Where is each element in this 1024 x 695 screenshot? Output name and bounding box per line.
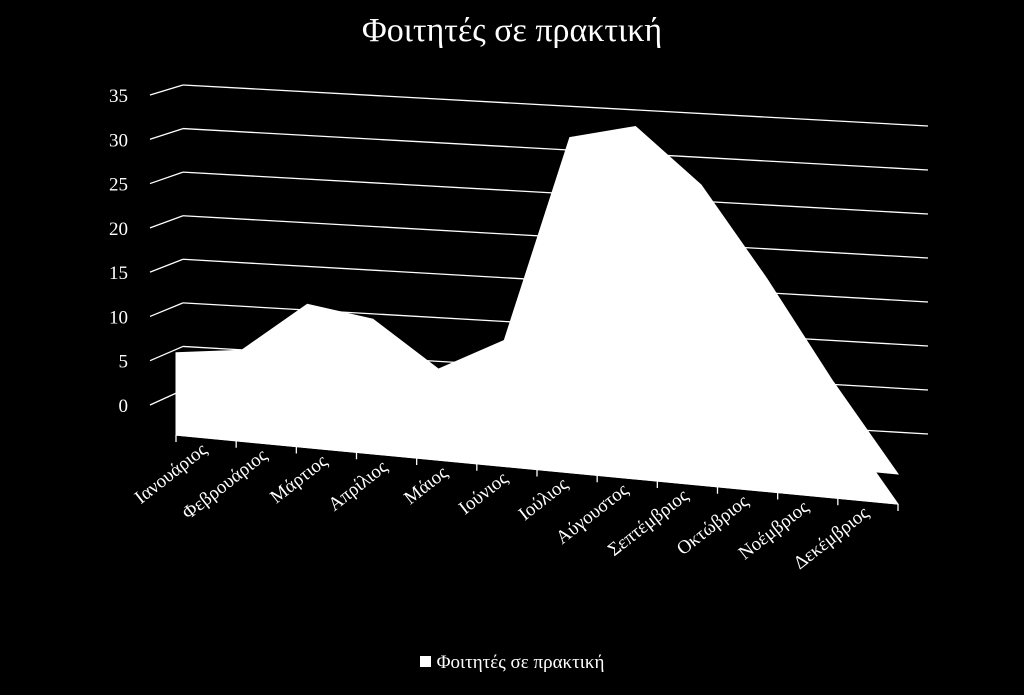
- x-tick-label: Ιούνιος: [455, 468, 512, 519]
- y-tick-label: 25: [109, 175, 128, 196]
- legend: Φοιτητές σε πρακτική: [0, 652, 1024, 674]
- x-tick-label: Μάιος: [400, 462, 452, 509]
- legend-label: Φοιτητές σε πρακτική: [436, 652, 605, 673]
- x-tick-label: Απρίλιος: [324, 456, 392, 515]
- side-gridline: [149, 127, 184, 140]
- legend-swatch: [419, 656, 431, 667]
- y-tick-label: 0: [119, 396, 129, 417]
- x-tick-label: Ιούλιος: [515, 473, 573, 525]
- area-series-front: [175, 155, 900, 505]
- side-gridline: [149, 171, 184, 185]
- chart-title: Φοιτητές σε πρακτική: [361, 12, 663, 49]
- side-gridline: [149, 215, 184, 229]
- gridline: [182, 127, 929, 171]
- y-tick-label: 35: [109, 86, 128, 107]
- x-tick-label: Μάρτιος: [266, 450, 331, 508]
- side-gridline: [149, 258, 184, 273]
- gridline: [182, 84, 929, 127]
- y-tick-label: 15: [109, 263, 128, 284]
- y-tick-label: 10: [109, 307, 128, 328]
- side-gridline: [149, 84, 184, 96]
- y-tick-label: 30: [109, 130, 128, 151]
- y-tick-label: 20: [109, 219, 128, 240]
- y-tick-label: 5: [119, 352, 129, 373]
- side-gridline: [149, 345, 184, 362]
- side-gridline: [149, 302, 184, 318]
